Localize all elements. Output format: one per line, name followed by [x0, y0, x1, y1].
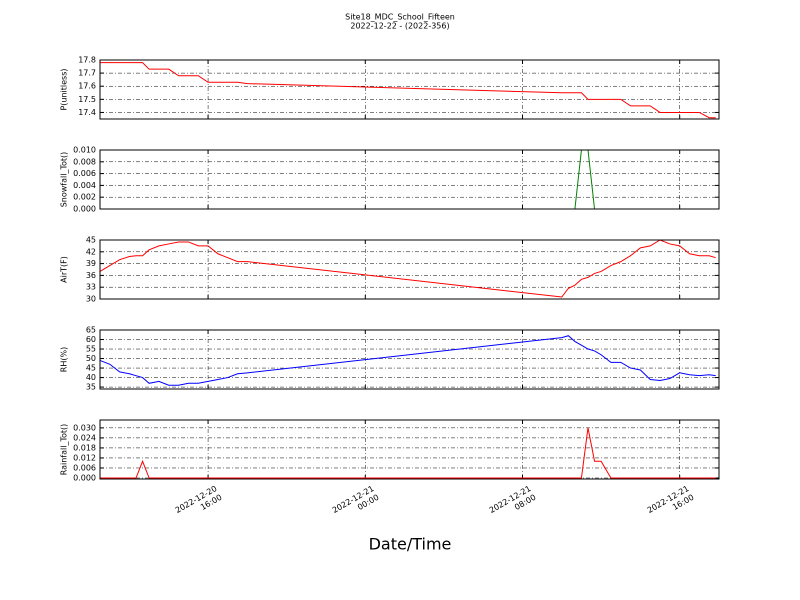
y-tick-label: 0.000: [73, 473, 96, 482]
plot-frame: [99, 59, 720, 120]
y-tick-label: 17.4: [78, 108, 96, 117]
y-tick-label: 0.018: [73, 443, 96, 452]
data-line: [99, 335, 716, 386]
y-tick-label: 0.008: [73, 157, 96, 166]
y-tick-label: 40: [86, 373, 96, 382]
data-line: [100, 427, 716, 479]
y-axis-label: Snowfall_Tot(): [60, 152, 69, 208]
y-tick-label: 17.6: [78, 82, 96, 91]
y-axis-label: AirT(F): [60, 256, 69, 283]
y-tick-label: 0.002: [73, 193, 96, 202]
y-tick-label: 45: [86, 364, 96, 373]
y-tick-label: 0.006: [73, 169, 96, 178]
y-tick-label: 17.7: [78, 69, 96, 78]
x-axis-label: Date/Time: [369, 535, 452, 554]
y-tick-label: 0.006: [73, 463, 96, 472]
y-tick-label: 17.8: [78, 56, 96, 65]
y-tick-label: 0.030: [73, 423, 96, 432]
y-axis-label: P(unitless): [60, 68, 69, 110]
data-line: [100, 62, 716, 119]
y-axis-label: Rainfall_Tot(): [60, 424, 69, 476]
y-tick-label: 39: [86, 259, 96, 268]
plot-frame: [99, 149, 720, 210]
y-tick-label: 65: [86, 326, 96, 335]
y-tick-label: 0.010: [73, 146, 96, 155]
y-tick-label: 50: [86, 354, 96, 363]
plot-frame: [99, 329, 720, 390]
data-line: [100, 149, 716, 210]
y-tick-label: 45: [86, 236, 96, 245]
y-tick-label: 0.004: [73, 181, 96, 190]
y-tick-label: 0.000: [73, 205, 96, 214]
y-tick-label: 42: [86, 247, 96, 256]
y-tick-label: 0.012: [73, 453, 96, 462]
y-tick-label: 36: [86, 271, 96, 280]
y-tick-label: 17.5: [78, 95, 96, 104]
data-line: [99, 239, 716, 298]
plot-frame: [99, 239, 720, 300]
y-tick-label: 55: [86, 345, 96, 354]
chart-subtitle: 2022-12-22 - (2022-356): [350, 22, 449, 31]
y-tick-label: 33: [86, 283, 96, 292]
y-axis-label: RH(%): [60, 347, 69, 372]
y-tick-label: 30: [86, 295, 96, 304]
y-tick-label: 35: [86, 383, 96, 392]
y-tick-label: 60: [86, 335, 96, 344]
chart-title: Site18_MDC_School_Fifteen: [345, 13, 455, 22]
y-tick-label: 0.024: [73, 433, 96, 442]
plot-frame: [99, 419, 720, 480]
